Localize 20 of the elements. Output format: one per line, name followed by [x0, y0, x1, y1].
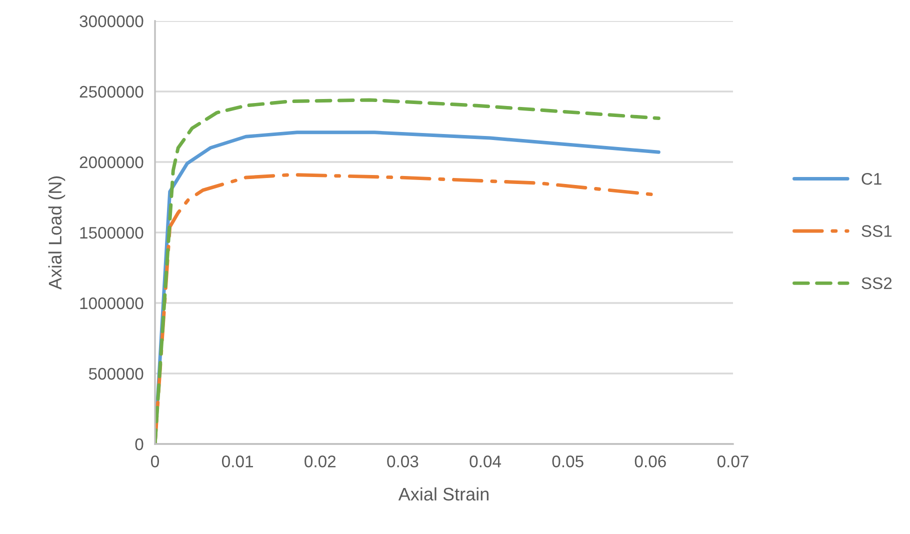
- x-tick-label: 0.04: [470, 456, 502, 468]
- x-tick-label: 0.05: [552, 456, 584, 468]
- y-tick-label: 3000000: [80, 15, 144, 28]
- legend-label: C1: [862, 172, 882, 185]
- y-tick-label: 1000000: [80, 297, 144, 310]
- x-tick-label: 0.01: [222, 456, 253, 468]
- x-tick-label: 0.07: [717, 456, 748, 468]
- y-axis-title: Axial Load (N): [48, 176, 66, 290]
- y-tick-label: 2000000: [80, 156, 144, 168]
- legend-label: SS2: [862, 277, 892, 290]
- x-tick-label: 0.02: [304, 456, 336, 468]
- x-tick-label: 0.06: [634, 456, 666, 468]
- x-axis-title: Axial Strain: [398, 487, 488, 501]
- y-tick-label: 2500000: [80, 86, 144, 98]
- x-tick-label: 0: [151, 456, 159, 468]
- y-tick-label: 0: [135, 438, 144, 450]
- x-tick-label: 0.03: [387, 456, 418, 468]
- legend-label: SS1: [862, 225, 892, 237]
- y-tick-label: 1500000: [80, 226, 144, 239]
- y-tick-label: 500000: [88, 368, 144, 380]
